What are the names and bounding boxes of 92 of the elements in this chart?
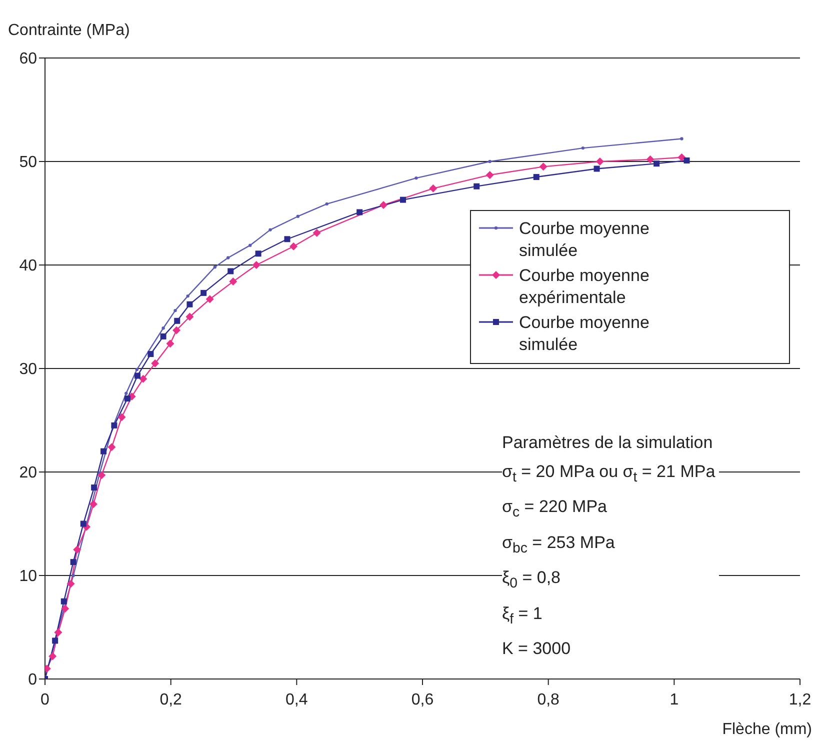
point	[98, 471, 106, 480]
point	[379, 200, 388, 209]
point	[60, 598, 67, 604]
point	[356, 209, 363, 216]
annotation: ξ$_{f}$ = 1	[502, 602, 544, 629]
point	[429, 184, 438, 192]
y-tick-label: 40	[19, 258, 38, 275]
point	[52, 638, 58, 644]
point	[596, 158, 604, 166]
point	[226, 256, 230, 260]
legend-label: Courbe moyenne simulée	[519, 218, 650, 262]
point	[174, 308, 177, 312]
point	[684, 157, 690, 164]
point	[186, 301, 193, 308]
point	[139, 374, 148, 383]
point	[66, 580, 75, 588]
annotation: σ$_{t}$ = 20 MPa ou σ$_{t}$ = 21 MPa	[502, 461, 716, 488]
point	[228, 268, 234, 274]
point	[111, 422, 118, 428]
point	[678, 153, 686, 162]
point	[581, 146, 585, 150]
y-tick-label: 30	[19, 361, 38, 378]
annotation: Paramètres de la simulation	[502, 432, 714, 454]
point	[290, 242, 298, 250]
point	[248, 244, 252, 247]
point	[206, 295, 214, 304]
point	[186, 312, 194, 321]
point	[72, 574, 75, 578]
point	[488, 160, 492, 164]
x-tick-label: 0	[40, 691, 50, 708]
point	[325, 202, 328, 206]
point	[400, 196, 406, 203]
point	[284, 236, 290, 242]
point	[48, 652, 57, 660]
annotation: σ$_{c}$ = 220 MPa	[502, 496, 608, 523]
legend-label: Courbe moyenne simulée	[519, 312, 650, 356]
x-tick-label: 0,4	[286, 691, 308, 708]
point	[134, 372, 140, 379]
point	[172, 326, 180, 334]
annotation: K = 3000	[502, 638, 572, 660]
point	[73, 546, 82, 554]
point	[108, 443, 116, 452]
x-tick-label: 1,2	[788, 691, 812, 708]
point	[296, 214, 300, 218]
y-tick-label: 0	[28, 672, 38, 689]
point	[61, 604, 70, 613]
point	[312, 228, 321, 237]
annotation: σ$_{bc}$ = 253 MPa	[502, 532, 616, 558]
point	[255, 250, 262, 257]
point	[80, 520, 86, 527]
point	[533, 174, 540, 180]
point	[151, 359, 160, 368]
point	[474, 183, 480, 190]
x-tick-label: 1	[670, 691, 679, 708]
legend-label: Courbe moyenne expérimentale	[519, 265, 650, 309]
point	[124, 396, 130, 402]
point	[160, 333, 166, 340]
point	[89, 500, 98, 508]
y-tick-label: 50	[19, 154, 38, 172]
point	[124, 392, 128, 395]
point	[186, 294, 190, 298]
point	[100, 448, 107, 454]
point	[54, 628, 62, 636]
x-axis-title: Flèche (mm)	[722, 721, 812, 739]
point	[268, 228, 272, 232]
point	[166, 340, 174, 348]
point	[174, 318, 180, 324]
point	[213, 265, 216, 269]
point	[162, 326, 165, 330]
point	[252, 261, 260, 269]
point	[594, 166, 600, 172]
point	[229, 278, 238, 286]
point	[646, 155, 654, 164]
x-tick-label: 0,2	[160, 691, 182, 708]
y-tick-label: 10	[19, 568, 38, 586]
point	[91, 484, 98, 491]
point	[654, 160, 660, 167]
point	[414, 176, 418, 180]
point	[70, 559, 76, 566]
y-axis-title: Contrainte (MPa)	[8, 22, 130, 40]
y-tick-label: 60	[19, 50, 38, 68]
x-tick-label: 0,8	[537, 691, 560, 708]
point	[118, 413, 126, 422]
point	[486, 170, 494, 179]
point	[200, 290, 207, 296]
x-tick-label: 0,6	[411, 691, 434, 708]
y-tick-label: 20	[19, 464, 38, 482]
point	[148, 351, 154, 358]
point	[680, 137, 684, 140]
point	[135, 368, 138, 372]
annotation: ξ$_{0}$ = 0,8	[502, 567, 562, 594]
point	[539, 162, 548, 171]
